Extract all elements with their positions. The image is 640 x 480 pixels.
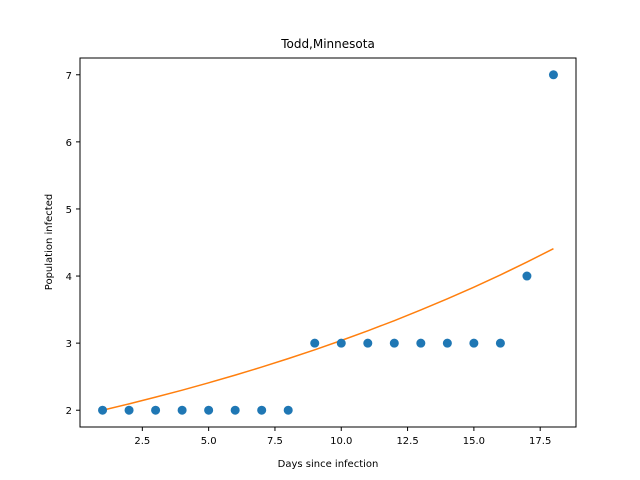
x-tick-label: 17.5 (529, 436, 551, 447)
data-point (177, 405, 187, 415)
y-tick-label: 3 (66, 339, 72, 350)
data-point (204, 405, 214, 415)
data-point (363, 338, 373, 348)
data-point (469, 338, 479, 348)
data-point (548, 70, 558, 80)
plot-layer (98, 70, 558, 415)
data-point (336, 338, 346, 348)
y-axis-label: Population infected (44, 194, 55, 290)
data-point (495, 338, 505, 348)
x-tick-label: 12.5 (396, 436, 418, 447)
x-tick-label: 15.0 (463, 436, 485, 447)
data-point (416, 338, 426, 348)
plot-frame (79, 57, 577, 428)
data-point (257, 405, 267, 415)
data-point (389, 338, 399, 348)
data-point (124, 405, 134, 415)
x-axis-label: Days since infection (278, 459, 379, 470)
data-point (442, 338, 452, 348)
chart-title: Todd,Minnesota (280, 37, 375, 51)
x-tick-label: 10.0 (330, 436, 352, 447)
data-point (283, 405, 293, 415)
x-tick-label: 2.5 (134, 436, 150, 447)
data-point (522, 271, 532, 281)
y-tick-label: 4 (66, 272, 72, 283)
x-tick-label: 5.0 (201, 436, 217, 447)
y-tick-label: 6 (66, 138, 72, 149)
y-axis-ticks: 2 3 4 5 6 7 (66, 71, 80, 417)
x-axis-ticks: 2.5 5.0 7.5 10.0 12.5 15.0 17.5 (134, 427, 551, 447)
data-point (151, 405, 161, 415)
y-tick-label: 2 (66, 406, 72, 417)
data-point (310, 338, 320, 348)
fit-curve (102, 248, 554, 411)
y-tick-label: 7 (66, 71, 72, 82)
y-tick-label: 5 (66, 205, 72, 216)
x-tick-label: 7.5 (267, 436, 283, 447)
data-point (98, 405, 108, 415)
data-point (230, 405, 240, 415)
